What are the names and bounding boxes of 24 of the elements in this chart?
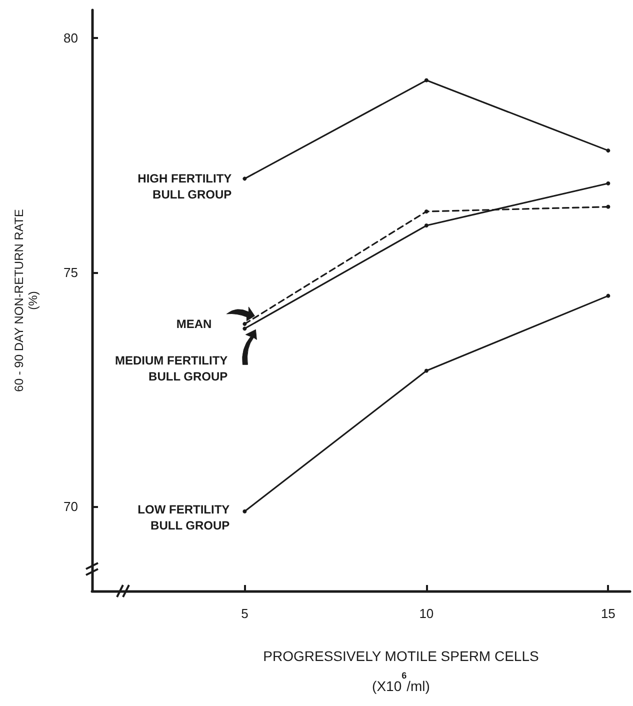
text: MEAN (176, 316, 212, 331)
y-tick-label: 70 (64, 499, 78, 514)
point (242, 326, 247, 331)
point (606, 148, 610, 153)
point (424, 368, 428, 373)
point (606, 204, 610, 209)
point (242, 322, 247, 326)
y-axis-title: 60 - 90 DAY NON-RETURN RATE (%) (12, 209, 40, 392)
series-label: LOW FERTILITY BULL GROUP (138, 502, 230, 532)
y-tick-label: 75 (64, 264, 78, 280)
point (424, 78, 428, 82)
point (606, 294, 610, 298)
point (242, 176, 247, 181)
x-tick-label: 5 (241, 606, 248, 621)
point (242, 509, 247, 514)
point (424, 209, 428, 214)
text: MEDIUM FERTILITY BULL GROUP (115, 354, 228, 384)
point (606, 181, 610, 186)
series-label: HIGH FERTILITY BULL GROUP (138, 172, 232, 202)
y-tick-label: 80 (64, 30, 78, 46)
x-tick-label: 10 (419, 606, 434, 621)
x-tick-label: 15 (600, 606, 616, 621)
x-axis-title: PROGRESSIVELY MOTILE SPERM CELLS (X106/ml) (263, 648, 539, 694)
point (424, 224, 428, 228)
